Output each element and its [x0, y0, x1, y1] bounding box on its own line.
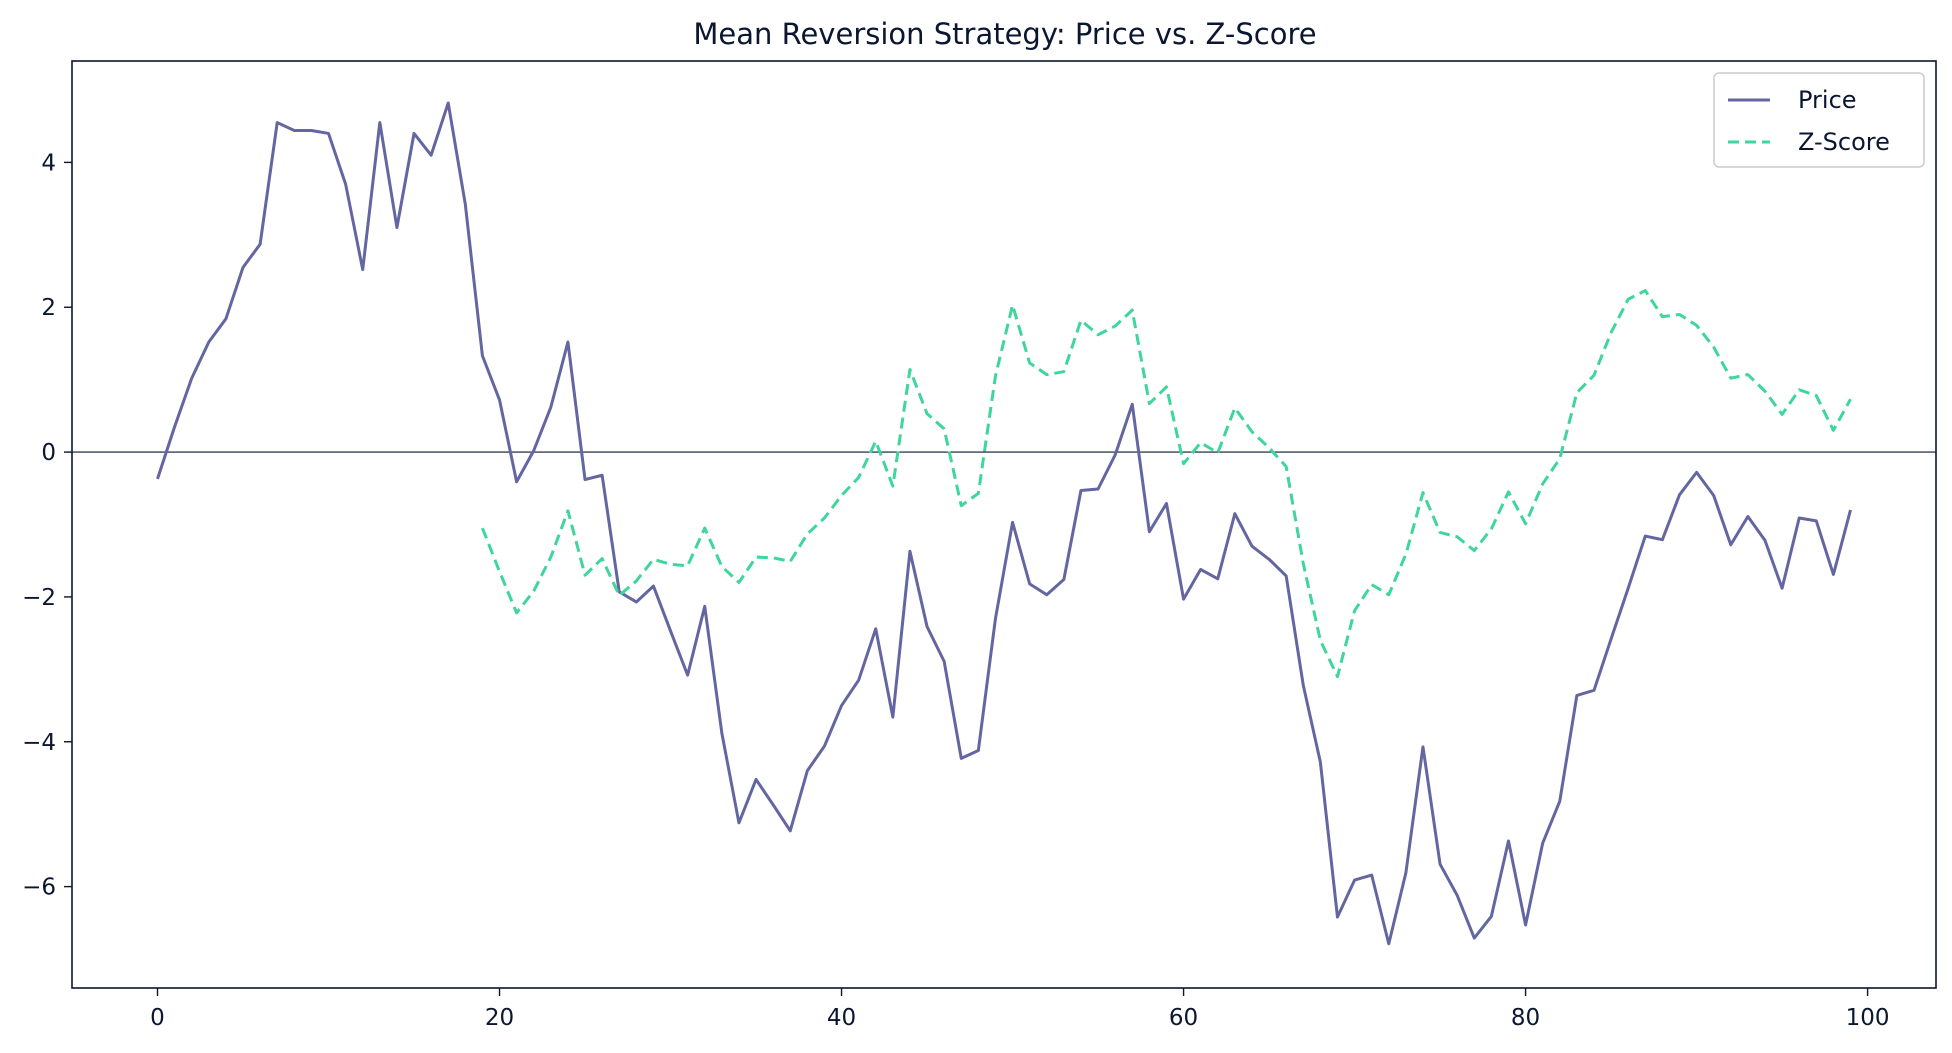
plot-area — [71, 60, 1937, 989]
axes-frame — [71, 60, 1937, 989]
legend: Price Z-Score — [1713, 72, 1925, 168]
series-line-z-score — [481, 289, 1852, 679]
x-tick-label: 80 — [1511, 1005, 1540, 1031]
x-tick-label: 0 — [150, 1005, 165, 1031]
y-tick-label: 4 — [41, 150, 56, 176]
axis-ticks: 0 20 40 60 80 100 −6 −4 −2 0 2 4 — [22, 150, 1889, 1031]
x-tick-label: 100 — [1846, 1005, 1890, 1031]
legend-label: Z-Score — [1798, 128, 1890, 156]
y-tick-label: 0 — [41, 440, 56, 466]
y-tick-label: −2 — [22, 585, 56, 611]
chart-title: Mean Reversion Strategy: Price vs. Z-Sco… — [693, 17, 1316, 51]
y-tick-label: 2 — [41, 295, 56, 321]
y-tick-label: −4 — [22, 730, 56, 756]
x-tick-label: 60 — [1169, 1005, 1198, 1031]
x-tick-label: 40 — [827, 1005, 856, 1031]
series-line-price — [156, 101, 1852, 946]
x-tick-label: 20 — [485, 1005, 514, 1031]
legend-label: Price — [1798, 86, 1857, 114]
y-tick-label: −6 — [22, 875, 56, 901]
